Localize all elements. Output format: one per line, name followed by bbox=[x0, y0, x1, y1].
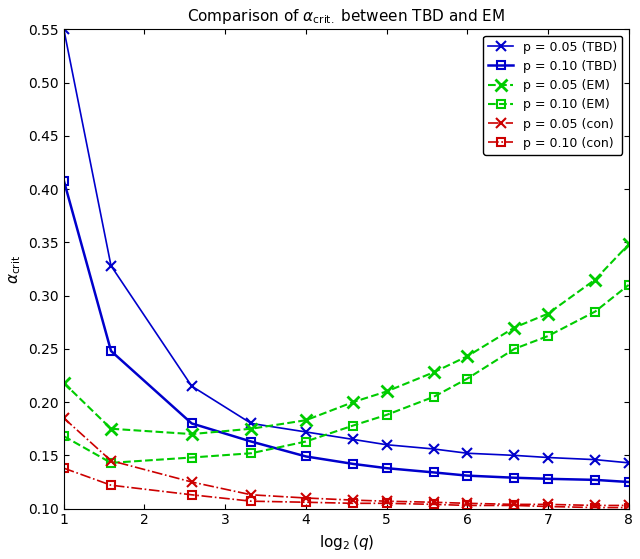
p = 0.05 (TBD) bbox=[544, 454, 552, 461]
p = 0.10 (TBD) bbox=[188, 420, 196, 427]
p = 0.10 (TBD) bbox=[349, 461, 357, 467]
p = 0.10 (EM) bbox=[107, 459, 115, 466]
p = 0.05 (con) bbox=[107, 457, 115, 464]
Line: p = 0.05 (con): p = 0.05 (con) bbox=[59, 413, 634, 510]
p = 0.10 (EM) bbox=[591, 308, 599, 315]
p = 0.05 (EM) bbox=[60, 380, 68, 386]
p = 0.05 (TBD) bbox=[463, 450, 471, 457]
p = 0.10 (EM) bbox=[302, 438, 310, 445]
p = 0.05 (EM) bbox=[302, 417, 310, 424]
p = 0.10 (con) bbox=[60, 465, 68, 471]
p = 0.10 (EM) bbox=[383, 411, 390, 418]
p = 0.05 (EM) bbox=[591, 276, 599, 283]
p = 0.05 (con) bbox=[188, 479, 196, 485]
p = 0.10 (EM) bbox=[544, 333, 552, 339]
p = 0.05 (EM) bbox=[349, 399, 357, 405]
p = 0.10 (EM) bbox=[60, 433, 68, 439]
p = 0.05 (TBD) bbox=[247, 420, 255, 427]
Line: p = 0.05 (EM): p = 0.05 (EM) bbox=[58, 239, 634, 439]
Y-axis label: $\alpha_{\mathrm{crit}}$: $\alpha_{\mathrm{crit}}$ bbox=[7, 254, 22, 283]
p = 0.05 (EM) bbox=[430, 369, 438, 376]
p = 0.10 (EM) bbox=[247, 450, 255, 457]
p = 0.05 (con) bbox=[511, 501, 518, 508]
Line: p = 0.10 (con): p = 0.10 (con) bbox=[60, 464, 633, 511]
p = 0.05 (con) bbox=[302, 495, 310, 501]
p = 0.05 (TBD) bbox=[625, 459, 632, 466]
p = 0.05 (con) bbox=[625, 502, 632, 509]
p = 0.10 (TBD) bbox=[60, 177, 68, 184]
p = 0.05 (EM) bbox=[247, 425, 255, 432]
p = 0.05 (con) bbox=[463, 500, 471, 506]
p = 0.05 (TBD) bbox=[188, 383, 196, 390]
p = 0.05 (TBD) bbox=[511, 452, 518, 459]
p = 0.05 (EM) bbox=[544, 310, 552, 317]
p = 0.10 (con) bbox=[511, 502, 518, 509]
p = 0.05 (con) bbox=[247, 491, 255, 498]
p = 0.10 (con) bbox=[591, 504, 599, 511]
p = 0.10 (TBD) bbox=[591, 476, 599, 483]
p = 0.05 (TBD) bbox=[349, 436, 357, 443]
p = 0.05 (EM) bbox=[188, 431, 196, 438]
p = 0.05 (con) bbox=[349, 497, 357, 504]
p = 0.05 (TBD) bbox=[60, 26, 68, 32]
p = 0.10 (TBD) bbox=[511, 475, 518, 481]
p = 0.10 (EM) bbox=[349, 422, 357, 429]
X-axis label: $\log_2(q)$: $\log_2(q)$ bbox=[319, 533, 374, 552]
Line: p = 0.10 (EM): p = 0.10 (EM) bbox=[60, 281, 633, 467]
p = 0.05 (TBD) bbox=[591, 456, 599, 463]
p = 0.10 (TBD) bbox=[430, 469, 438, 476]
p = 0.05 (con) bbox=[60, 415, 68, 421]
p = 0.10 (con) bbox=[349, 500, 357, 506]
p = 0.05 (EM) bbox=[625, 241, 632, 248]
p = 0.10 (EM) bbox=[511, 345, 518, 352]
p = 0.05 (EM) bbox=[511, 324, 518, 331]
p = 0.05 (con) bbox=[591, 502, 599, 509]
p = 0.05 (con) bbox=[544, 501, 552, 508]
p = 0.05 (EM) bbox=[383, 388, 390, 395]
p = 0.10 (TBD) bbox=[383, 465, 390, 471]
p = 0.10 (con) bbox=[188, 491, 196, 498]
p = 0.10 (EM) bbox=[188, 454, 196, 461]
p = 0.10 (con) bbox=[383, 500, 390, 506]
p = 0.05 (EM) bbox=[463, 353, 471, 359]
p = 0.05 (con) bbox=[383, 498, 390, 505]
p = 0.05 (TBD) bbox=[383, 442, 390, 448]
p = 0.10 (TBD) bbox=[302, 453, 310, 460]
p = 0.10 (TBD) bbox=[625, 479, 632, 485]
Legend: p = 0.05 (TBD), p = 0.10 (TBD), p = 0.05 (EM), p = 0.10 (EM), p = 0.05 (con), p : p = 0.05 (TBD), p = 0.10 (TBD), p = 0.05… bbox=[483, 36, 622, 155]
p = 0.10 (con) bbox=[463, 502, 471, 509]
p = 0.10 (con) bbox=[430, 501, 438, 508]
p = 0.10 (con) bbox=[107, 482, 115, 489]
p = 0.10 (con) bbox=[625, 504, 632, 511]
p = 0.10 (EM) bbox=[430, 394, 438, 400]
p = 0.05 (con) bbox=[430, 499, 438, 505]
p = 0.10 (TBD) bbox=[107, 348, 115, 354]
p = 0.10 (TBD) bbox=[463, 472, 471, 479]
Line: p = 0.05 (TBD): p = 0.05 (TBD) bbox=[59, 25, 634, 468]
Line: p = 0.10 (TBD): p = 0.10 (TBD) bbox=[60, 177, 633, 486]
p = 0.10 (TBD) bbox=[247, 438, 255, 445]
p = 0.05 (TBD) bbox=[302, 429, 310, 435]
p = 0.10 (EM) bbox=[625, 282, 632, 288]
p = 0.05 (TBD) bbox=[430, 446, 438, 452]
p = 0.05 (TBD) bbox=[107, 262, 115, 269]
p = 0.10 (con) bbox=[247, 498, 255, 505]
p = 0.05 (EM) bbox=[107, 425, 115, 432]
p = 0.10 (EM) bbox=[463, 375, 471, 382]
p = 0.10 (TBD) bbox=[544, 476, 552, 482]
p = 0.10 (con) bbox=[544, 503, 552, 510]
p = 0.10 (con) bbox=[302, 499, 310, 505]
Title: Comparison of $\alpha_{\mathrm{crit.}}$ between TBD and EM: Comparison of $\alpha_{\mathrm{crit.}}$ … bbox=[188, 7, 505, 26]
